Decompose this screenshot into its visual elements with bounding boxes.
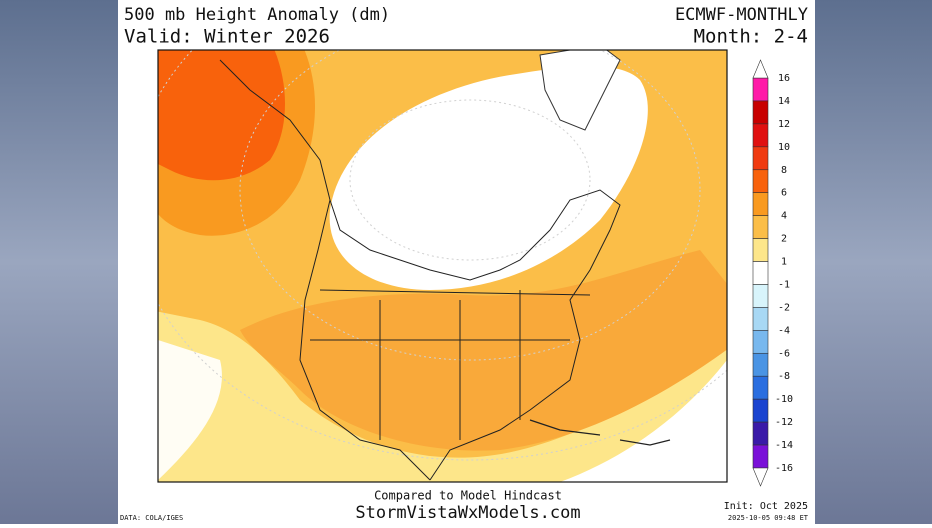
colorbar: 16 14 12 10 8 6 4 2 1 -1 -2 -4 -6 -8 -10 -12 -14 -16 xyxy=(752,59,793,487)
colorbar-label: 2 xyxy=(781,234,787,245)
init: Init: Oct 2025 xyxy=(724,501,808,512)
anomaly-8 xyxy=(158,50,285,181)
colorbar-segment xyxy=(752,398,769,423)
colorbar-label: 1 xyxy=(781,257,787,268)
colorbar-label: 12 xyxy=(778,119,790,130)
colorbar-segment xyxy=(752,123,769,148)
colorbar-label: -12 xyxy=(775,417,793,428)
colorbar-segment xyxy=(752,261,769,285)
graticule xyxy=(158,50,727,461)
colorbar-label: 14 xyxy=(778,96,790,107)
coastlines xyxy=(219,59,621,481)
colorbar-arrow-top xyxy=(752,59,769,79)
compared: Compared to Model Hindcast xyxy=(374,489,562,503)
anomaly-4b xyxy=(240,250,727,451)
model: ECMWF-MONTHLY xyxy=(675,5,808,25)
timestamp: 2025-10-05 09:48 ET xyxy=(728,514,809,522)
colorbar-arrow-bottom xyxy=(752,467,769,487)
colorbar-label: 10 xyxy=(778,142,790,153)
colorbar-segment xyxy=(752,77,769,102)
colorbar-segment xyxy=(752,192,769,216)
anomaly-neutral-sw xyxy=(158,340,222,480)
colorbar-segment xyxy=(752,330,769,354)
colorbar-segment xyxy=(752,375,769,400)
anomaly-neutral-se xyxy=(560,360,727,482)
colorbar-label: -14 xyxy=(775,440,793,451)
greenland xyxy=(539,50,621,131)
valid: Valid: Winter 2026 xyxy=(124,26,330,48)
colorbar-segment xyxy=(752,238,769,262)
colorbar-label: 16 xyxy=(778,73,790,84)
month: Month: 2-4 xyxy=(694,26,808,48)
colorbar-segment xyxy=(752,307,769,331)
colorbar-segment xyxy=(752,421,769,446)
colorbar-segment xyxy=(752,169,769,194)
colorbar-label: -8 xyxy=(778,371,790,382)
colorbar-segment xyxy=(752,215,769,239)
colorbar-label: -2 xyxy=(778,302,790,313)
colorbar-label: 4 xyxy=(781,211,787,222)
data-source: DATA: COLA/IGES xyxy=(120,514,183,522)
colorbar-segment xyxy=(752,284,769,308)
colorbar-segment xyxy=(752,146,769,171)
colorbar-label: -6 xyxy=(778,348,790,359)
colorbar-segment xyxy=(752,100,769,125)
colorbar-label: -10 xyxy=(775,394,793,405)
colorbar-segment xyxy=(752,352,769,377)
site: StormVistaWxModels.com xyxy=(355,503,580,523)
colorbar-label: -16 xyxy=(775,463,793,474)
colorbar-label: 8 xyxy=(781,165,787,176)
colorbar-label: -1 xyxy=(778,279,790,290)
title: 500 mb Height Anomaly (dm) xyxy=(124,5,390,25)
map-frame xyxy=(157,49,728,483)
colorbar-label: 6 xyxy=(781,188,787,199)
colorbar-label: -4 xyxy=(778,325,790,336)
map xyxy=(158,50,727,482)
colorbar-segment xyxy=(752,444,769,469)
caribbean xyxy=(529,419,671,446)
